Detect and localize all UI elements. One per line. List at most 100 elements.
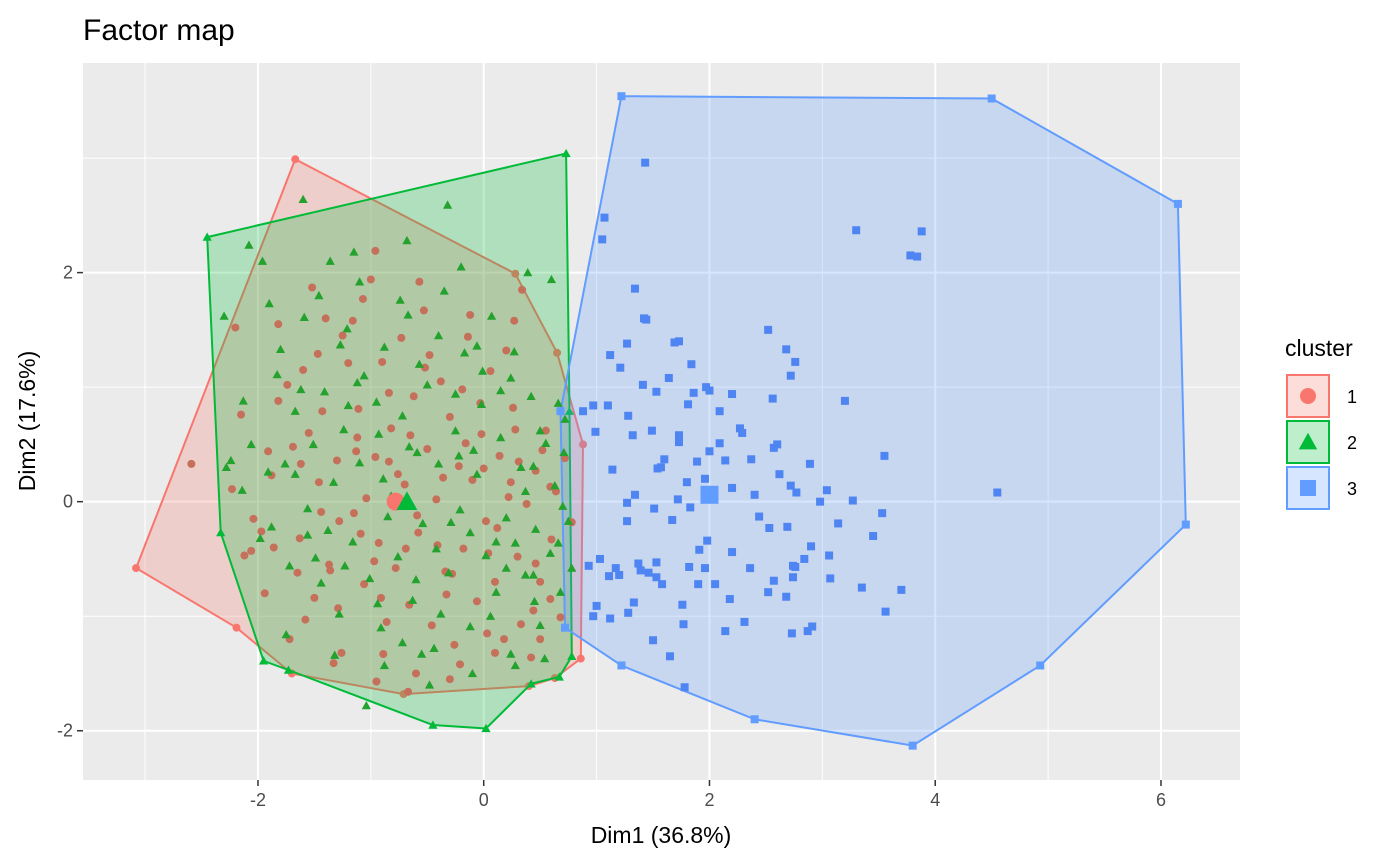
cluster-2-point xyxy=(487,311,497,320)
cluster-3-point xyxy=(616,363,625,372)
cluster-2-point xyxy=(485,611,496,620)
cluster-3-point xyxy=(705,386,714,395)
legend-title: cluster xyxy=(1285,335,1353,361)
cluster-2-point xyxy=(528,570,538,579)
cluster-3-hull-vertex xyxy=(560,623,569,632)
cluster-1-point xyxy=(479,464,488,473)
cluster-2-point xyxy=(403,310,413,319)
cluster-3-point xyxy=(644,568,653,577)
cluster-2-point xyxy=(237,485,247,494)
cluster-3-point xyxy=(764,588,773,597)
cluster-3-point xyxy=(773,440,782,449)
cluster-2-point xyxy=(439,286,449,295)
cluster-1-point xyxy=(468,475,477,484)
cluster-2-point xyxy=(477,366,488,375)
cluster-1-point xyxy=(354,404,363,413)
cluster-1-point xyxy=(329,659,338,668)
cluster-2-point xyxy=(348,537,358,546)
cluster-2-centroid xyxy=(396,491,418,510)
cluster-1-point xyxy=(439,473,448,482)
cluster-2-point xyxy=(340,561,350,570)
cluster-1-point xyxy=(264,447,273,456)
cluster-1-point xyxy=(547,535,556,544)
cluster-1-point xyxy=(551,487,560,496)
cluster-1-point xyxy=(536,635,545,644)
cluster-1-point xyxy=(516,620,525,629)
cluster-1-point xyxy=(495,451,504,460)
cluster-2-point xyxy=(558,501,568,510)
cluster-3-point xyxy=(721,456,730,465)
cluster-3-point xyxy=(728,390,737,399)
cluster-3-point xyxy=(740,617,749,626)
cluster-3-point xyxy=(881,607,890,616)
cluster-3-point xyxy=(705,447,714,456)
cluster-2-point xyxy=(404,442,414,451)
cluster-3-point xyxy=(623,339,632,348)
cluster-2-point xyxy=(560,414,570,423)
cluster-2-point xyxy=(510,538,520,547)
cluster-1-point xyxy=(450,640,459,649)
cluster-1-point xyxy=(506,478,515,487)
cluster-1-point xyxy=(423,444,432,453)
x-tick-label: 4 xyxy=(930,790,940,810)
cluster-3-point xyxy=(623,517,632,526)
cluster-2-point xyxy=(281,629,291,639)
y-axis-title: Dim2 (17.6%) xyxy=(14,351,40,492)
cluster-2-hull-vertex xyxy=(259,656,269,665)
cluster-1-point xyxy=(338,331,347,340)
cluster-2-point xyxy=(221,462,231,471)
cluster-3-hull-vertex xyxy=(617,661,626,670)
cluster-2-point xyxy=(354,458,365,467)
cluster-1-point xyxy=(379,650,388,659)
cluster-1-hull-vertex xyxy=(291,155,300,164)
cluster-3-point xyxy=(638,380,647,389)
cluster-1-point xyxy=(425,351,434,360)
y-tick-label: -2 xyxy=(57,721,73,741)
cluster-3-point xyxy=(589,612,598,621)
cluster-3-point xyxy=(608,465,617,474)
cluster-1-point xyxy=(522,499,531,508)
cluster-1-point xyxy=(513,552,522,561)
cluster-1-point xyxy=(442,590,451,599)
cluster-1-point xyxy=(384,388,393,397)
major-gridlines xyxy=(83,63,1240,780)
cluster-1-point xyxy=(436,377,445,386)
cluster-3-point xyxy=(695,545,704,554)
cluster-3-point xyxy=(634,559,643,568)
cluster-1-point xyxy=(518,285,527,294)
cluster-3-point xyxy=(792,488,801,497)
cluster-2-point xyxy=(266,522,277,531)
cluster-3-point xyxy=(791,357,800,366)
cluster-3-point xyxy=(848,496,857,505)
cluster-3-point xyxy=(725,595,734,604)
cluster-2-point xyxy=(422,380,432,389)
cluster-2-point xyxy=(509,347,519,356)
cluster-1-point xyxy=(400,480,409,489)
cluster-2-point xyxy=(308,439,318,449)
cluster-3-point xyxy=(768,394,777,403)
cluster-3-point xyxy=(786,481,795,490)
cluster-3-point xyxy=(636,566,645,575)
cluster-2-point xyxy=(496,385,506,395)
cluster-2-point xyxy=(481,550,491,560)
cluster-3-point xyxy=(592,601,601,610)
cluster-2-point xyxy=(553,398,563,407)
cluster-1-point xyxy=(371,453,380,462)
cluster-2-point xyxy=(330,650,340,659)
cluster-2-point xyxy=(491,587,501,596)
cluster-1-point xyxy=(332,456,341,465)
cluster-1-point xyxy=(313,349,322,358)
cluster-3-point xyxy=(682,478,691,487)
cluster-1-point xyxy=(358,294,367,303)
cluster-3-hull-vertex xyxy=(987,94,996,103)
cluster-2-point xyxy=(412,447,422,457)
cluster-1-point xyxy=(227,485,236,494)
cluster-2-hull-vertex xyxy=(202,232,212,241)
cluster-2-point xyxy=(459,348,470,357)
cluster-2-point xyxy=(296,384,306,394)
cluster-1-point xyxy=(401,544,410,553)
cluster-1-point xyxy=(387,424,396,433)
cluster-3-point xyxy=(624,411,633,420)
cluster-3-point xyxy=(782,345,791,354)
cluster-1-point xyxy=(445,412,454,421)
